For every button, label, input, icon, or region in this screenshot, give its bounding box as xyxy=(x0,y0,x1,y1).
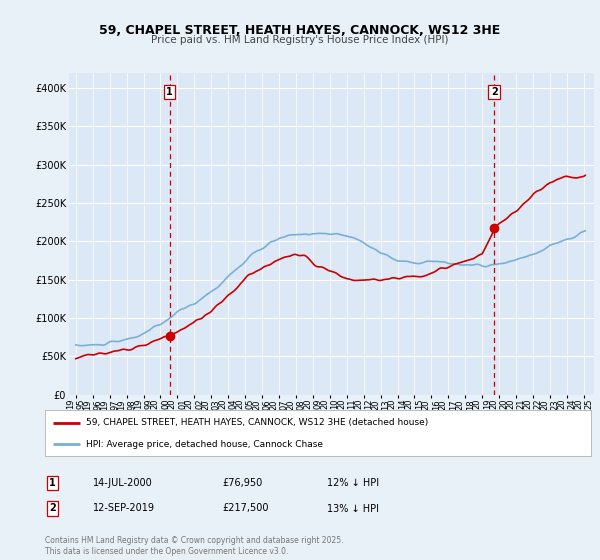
Text: £217,500: £217,500 xyxy=(222,503,269,514)
Text: 13% ↓ HPI: 13% ↓ HPI xyxy=(327,503,379,514)
Text: 1: 1 xyxy=(166,87,173,97)
Text: 59, CHAPEL STREET, HEATH HAYES, CANNOCK, WS12 3HE (detached house): 59, CHAPEL STREET, HEATH HAYES, CANNOCK,… xyxy=(86,418,428,427)
Text: 2: 2 xyxy=(491,87,497,97)
Text: Contains HM Land Registry data © Crown copyright and database right 2025.
This d: Contains HM Land Registry data © Crown c… xyxy=(45,536,343,556)
Text: HPI: Average price, detached house, Cannock Chase: HPI: Average price, detached house, Cann… xyxy=(86,440,323,449)
Text: 14-JUL-2000: 14-JUL-2000 xyxy=(93,478,153,488)
Text: £76,950: £76,950 xyxy=(222,478,262,488)
Text: 2: 2 xyxy=(49,503,56,514)
Text: 12% ↓ HPI: 12% ↓ HPI xyxy=(327,478,379,488)
Text: 12-SEP-2019: 12-SEP-2019 xyxy=(93,503,155,514)
Text: 1: 1 xyxy=(49,478,56,488)
Text: 59, CHAPEL STREET, HEATH HAYES, CANNOCK, WS12 3HE: 59, CHAPEL STREET, HEATH HAYES, CANNOCK,… xyxy=(100,24,500,37)
Text: Price paid vs. HM Land Registry's House Price Index (HPI): Price paid vs. HM Land Registry's House … xyxy=(151,35,449,45)
